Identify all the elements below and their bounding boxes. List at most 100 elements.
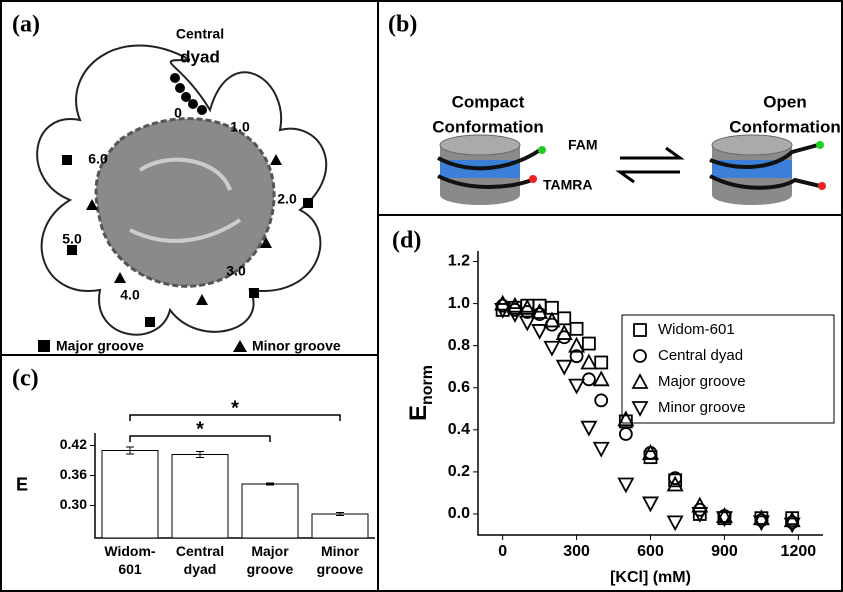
marker (715, 511, 733, 528)
x-axis-label: [KCl] (mM) (610, 569, 691, 586)
marker (580, 420, 598, 437)
marker (581, 336, 596, 351)
legend-label: Minor groove (658, 399, 746, 416)
dyad-label: dyad (180, 47, 220, 66)
legend-label: Widom-601 (658, 321, 735, 338)
error-bar (126, 446, 134, 455)
marker (633, 349, 647, 363)
x-tick-label: 1200 (781, 543, 817, 560)
marker (691, 496, 709, 513)
position-label: 0 (174, 105, 182, 121)
bar (101, 450, 159, 539)
position-label: 4.0 (120, 287, 140, 303)
marker (715, 507, 733, 523)
category-label: Minor groove (316, 543, 364, 577)
marker (506, 307, 524, 324)
marker (568, 336, 586, 353)
position-label: 3.0 (226, 263, 246, 279)
significance-bracket (129, 435, 271, 442)
marker (569, 321, 584, 336)
legend-label: Major groove (658, 373, 746, 390)
marker (641, 496, 660, 513)
y-tick-label: 1.0 (448, 295, 470, 312)
marker (531, 303, 549, 319)
bar (311, 513, 369, 539)
y-tick-label: 0.0 (448, 505, 470, 522)
marker (568, 378, 586, 395)
panel-label: (b) (388, 12, 417, 38)
y-tick-label: 0.4 (448, 421, 470, 438)
y-label-main: E (405, 405, 432, 421)
y-tick-label: 0.36 (60, 466, 87, 482)
marker (631, 373, 649, 389)
marker (754, 513, 769, 528)
marker (666, 475, 684, 492)
x-tick-label: Minor groove (316, 543, 364, 577)
y-tick-label: 0.30 (60, 496, 87, 512)
position-label: 2.0 (277, 191, 297, 207)
x-tick-label: 0 (498, 543, 507, 560)
position-label: 1.0 (230, 119, 250, 135)
marker (531, 324, 549, 340)
y-axis-label: Enorm (405, 365, 436, 421)
nucleosome-cartoon (437, 134, 826, 205)
y-tick-label: 0.8 (448, 337, 470, 354)
marker (557, 311, 572, 326)
marker (506, 296, 524, 313)
dyad-label: Central (176, 26, 224, 42)
x-tick-label: Major groove (246, 543, 294, 577)
bar (241, 483, 299, 539)
dye-label: FAM (568, 137, 598, 153)
state-title: Conformation (729, 117, 840, 136)
legend-label: Major groove (56, 338, 144, 354)
legend-box (621, 314, 835, 424)
marker (494, 303, 512, 319)
category-label: Central dyad (175, 543, 225, 577)
significance-label: * (196, 418, 204, 440)
error-bar (336, 512, 344, 516)
marker (631, 401, 649, 417)
significance-label: * (231, 397, 239, 419)
dye-label: TAMRA (543, 177, 593, 193)
category-label: Major groove (246, 543, 294, 577)
marker (666, 515, 684, 532)
significance-bracket (129, 414, 341, 421)
marker (555, 324, 573, 340)
position-label: 5.0 (62, 231, 82, 247)
bar (171, 454, 229, 539)
marker (617, 477, 635, 494)
marker (691, 507, 709, 523)
legend-marker (233, 340, 247, 352)
panel-label: (d) (392, 228, 421, 254)
error-bar (266, 482, 274, 486)
x-tick-label: 300 (563, 543, 590, 560)
marker (518, 315, 536, 332)
error-bar (196, 451, 204, 458)
y-label-sub: norm (419, 365, 436, 405)
marker (569, 349, 584, 364)
marker (617, 410, 635, 427)
marker (783, 511, 801, 528)
y-tick-label: 0.6 (448, 379, 470, 396)
marker (543, 340, 561, 357)
x-tick-label: 900 (711, 543, 738, 560)
y-axis-label: E (16, 474, 28, 494)
marker (592, 370, 610, 387)
marker (592, 441, 610, 458)
panel-label: (a) (12, 12, 40, 38)
x-tick-label: 600 (637, 543, 664, 560)
position-label: 6.0 (88, 151, 108, 167)
marker (783, 517, 801, 534)
panel-label: (c) (12, 366, 39, 392)
marker (641, 444, 660, 460)
state-title: Compact (452, 92, 525, 111)
state-title: Conformation (432, 117, 543, 136)
x-tick-label: Central dyad (175, 543, 225, 577)
marker (618, 427, 633, 441)
marker (518, 298, 536, 315)
legend-label: Central dyad (658, 347, 743, 364)
y-tick-label: 0.42 (60, 436, 87, 452)
marker (668, 471, 683, 486)
